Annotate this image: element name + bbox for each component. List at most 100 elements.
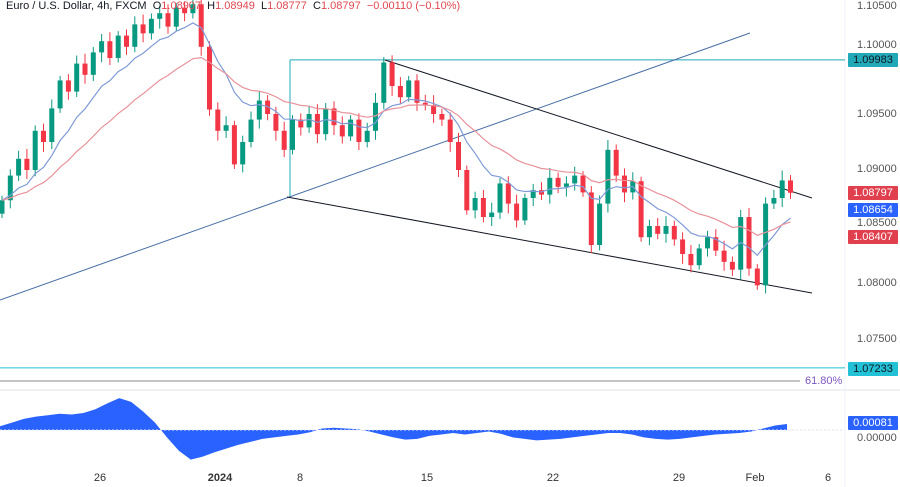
candle-body [182, 7, 188, 14]
oscillator-value-tag: 0.00081 [848, 416, 898, 430]
high-value: 1.08949 [215, 0, 255, 12]
y-tick-label: 1.10500 [857, 0, 897, 12]
candle-body [364, 130, 370, 142]
open-value: 1.08907 [161, 0, 202, 12]
candle-body [522, 198, 528, 221]
price-tag: 1.08654 [848, 203, 898, 217]
candle-body [198, 4, 204, 47]
candle-body [779, 180, 785, 198]
candle-body [480, 198, 486, 218]
price-tag: 1.09983 [848, 53, 898, 67]
candle-body [49, 108, 55, 142]
candle-body [290, 119, 295, 150]
candle-body [389, 62, 395, 86]
oscillator-area [0, 398, 787, 460]
price-tag: 1.08797 [848, 186, 898, 200]
candle-body [16, 158, 22, 176]
y-tick-label: 1.09000 [857, 163, 897, 175]
candle-body [547, 177, 553, 195]
candle-body [605, 149, 611, 204]
candle-body [331, 108, 337, 126]
candle-body [572, 175, 578, 184]
candle-body [190, 4, 196, 14]
candle-body [663, 226, 669, 234]
candle-body [281, 130, 287, 150]
candle-body [115, 35, 121, 58]
x-tick-label: 6 [824, 472, 832, 484]
candle-body [746, 217, 752, 269]
x-tick-label: 8 [296, 472, 304, 484]
candle-body [339, 125, 345, 137]
candle-body [622, 175, 627, 193]
candle-body [24, 158, 30, 170]
candle-body [157, 13, 163, 19]
candle-body [124, 35, 129, 47]
close-value: 1.08797 [320, 0, 361, 12]
candle-body [148, 18, 154, 34]
candle-body [464, 170, 470, 211]
change-value: −0.00110 (−0.10%) [366, 0, 461, 12]
candle-body [580, 175, 586, 193]
fib-level-label: 61.80% [805, 375, 843, 387]
x-tick-label: Feb [745, 472, 765, 484]
candle-body [788, 180, 793, 193]
symbol-legend: Euro / U.S. Dollar, 4h, FXCM O1.08907 H1… [6, 0, 461, 12]
y-tick-label: 1.09500 [857, 108, 897, 120]
candle-body [431, 105, 437, 114]
candle-body [90, 52, 96, 75]
candle-body [7, 175, 13, 201]
candle-body [132, 24, 138, 47]
candle-body [472, 198, 478, 211]
candle-body [563, 183, 569, 187]
candle-body [99, 41, 105, 53]
candle-body [231, 125, 237, 165]
candle-body [215, 109, 221, 131]
price-tag: 1.07233 [848, 362, 898, 376]
candle-body [555, 177, 561, 187]
candle-body [406, 80, 412, 98]
candle-body [688, 254, 694, 266]
candle-body [298, 119, 304, 128]
candle-body [57, 80, 63, 109]
ascending-trendline [0, 32, 751, 301]
candle-body [273, 114, 279, 131]
slow-moving-average [1, 56, 791, 236]
y-tick-label: 1.10000 [857, 39, 897, 51]
candle-body [729, 261, 735, 270]
candle-body [721, 250, 727, 262]
candle-body [713, 237, 719, 251]
candle-body [140, 24, 146, 34]
candle-body [530, 190, 536, 198]
candle-body [597, 203, 603, 246]
y-tick-label: 1.07500 [857, 333, 897, 345]
candle-body [323, 108, 329, 135]
candle-body [613, 149, 619, 176]
candle-body [173, 7, 179, 27]
candle-body [738, 217, 744, 270]
candle-body [422, 102, 428, 106]
candle-body [447, 119, 453, 142]
candle-body [314, 114, 320, 135]
symbol-title: Euro / U.S. Dollar, 4h, FXCM [6, 0, 147, 12]
upper-channel-line [384, 59, 813, 199]
x-tick-label: 22 [546, 472, 560, 484]
candle-body [265, 100, 271, 114]
candle-body [0, 200, 5, 214]
candle-body [655, 226, 661, 234]
candle-body [754, 268, 760, 286]
candle-body [107, 41, 113, 58]
candle-body [223, 125, 229, 131]
candle-body [397, 86, 403, 98]
candle-body [306, 114, 312, 128]
candle-body [356, 119, 362, 142]
candle-body [646, 226, 652, 238]
candle-body [588, 192, 594, 246]
candle-body [74, 63, 80, 92]
candle-body [82, 63, 88, 75]
candle-body [381, 62, 387, 103]
candle-body [638, 181, 644, 238]
candle-body [696, 248, 702, 266]
candle-body [439, 114, 445, 120]
candle-body [256, 100, 262, 120]
